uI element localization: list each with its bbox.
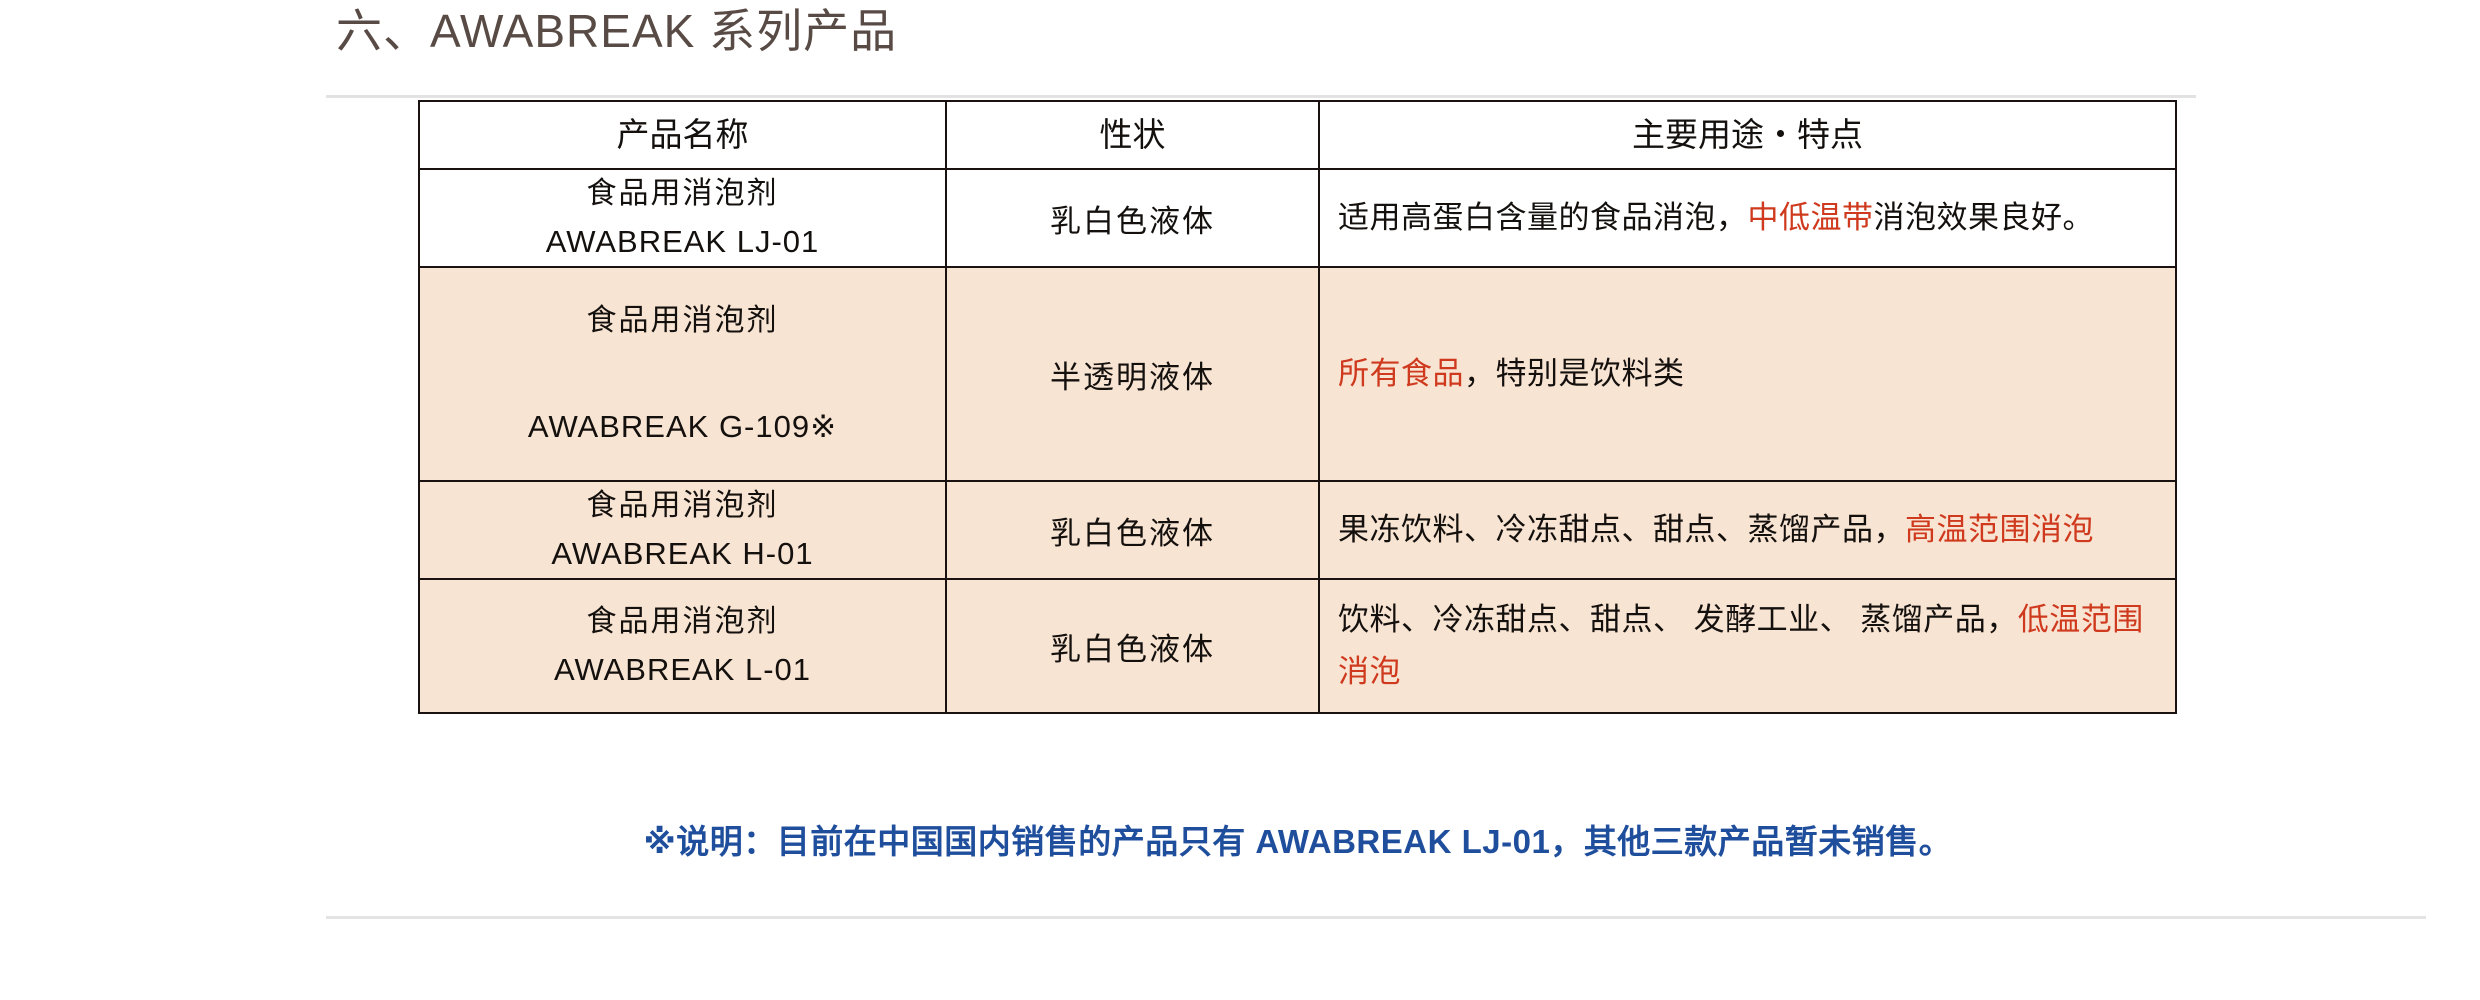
product-name-code: AWABREAK H-01: [551, 536, 814, 571]
cell-product-name: 食品用消泡剂 AWABREAK LJ-01: [418, 168, 947, 268]
table-header-row: 产品名称 性状 主要用途・特点: [418, 100, 2177, 170]
use-text-part2: 消泡效果良好。: [1873, 200, 2094, 235]
cell-use: 饮料、冷冻甜点、甜点、 发酵工业、 蒸馏产品，低温范围消泡: [1318, 578, 2177, 714]
column-header-property: 性状: [945, 100, 1320, 170]
use-text-part1: 适用高蛋白含量的食品消泡，: [1338, 200, 1748, 235]
cell-product-name: 食品用消泡剂 AWABREAK L-01: [418, 578, 947, 714]
footnote-note: ※说明：目前在中国国内销售的产品只有 AWABREAK LJ-01，其他三款产品…: [643, 823, 1953, 860]
table-row: 食品用消泡剂 AWABREAK L-01 乳白色液体 饮料、冷冻甜点、甜点、 发…: [418, 578, 2177, 714]
cell-use: 适用高蛋白含量的食品消泡，中低温带消泡效果良好。: [1318, 168, 2177, 268]
use-text-highlight: 低温范围消泡: [1338, 602, 2144, 689]
column-header-use-label: 主要用途・特点: [1632, 116, 1863, 153]
product-table: 产品名称 性状 主要用途・特点 食品用消泡剂 AWABREAK LJ-01 乳白…: [418, 100, 2177, 714]
table-header: 产品名称 性状 主要用途・特点: [418, 100, 2177, 170]
use-text-highlight: 所有食品: [1338, 356, 1464, 391]
cell-property: 乳白色液体: [945, 168, 1320, 268]
page-title: 六、AWABREAK 系列产品: [336, 5, 898, 57]
table-row: 食品用消泡剂 AWABREAK LJ-01 乳白色液体 适用高蛋白含量的食品消泡…: [418, 168, 2177, 268]
product-name-cn: 食品用消泡剂: [586, 605, 779, 638]
use-text-part2: ，特别是饮料类: [1464, 356, 1685, 391]
cell-use: 所有食品，特别是饮料类: [1318, 266, 2177, 482]
use-text-highlight: 高温范围消泡: [1905, 512, 2094, 547]
cell-property: 乳白色液体: [945, 578, 1320, 714]
product-name-cn: 食品用消泡剂: [586, 489, 779, 522]
table-row: 食品用消泡剂 AWABREAK G-109※ 半透明液体 所有食品，特别是饮料类: [418, 266, 2177, 482]
cell-property: 半透明液体: [945, 266, 1320, 482]
column-header-product-name-label: 产品名称: [616, 116, 749, 153]
cell-product-name: 食品用消泡剂 AWABREAK G-109※: [418, 266, 947, 482]
table-row: 食品用消泡剂 AWABREAK H-01 乳白色液体 果冻饮料、冷冻甜点、甜点、…: [418, 480, 2177, 580]
table-body: 食品用消泡剂 AWABREAK LJ-01 乳白色液体 适用高蛋白含量的食品消泡…: [418, 168, 2177, 714]
cell-product-name: 食品用消泡剂 AWABREAK H-01: [418, 480, 947, 580]
column-header-use: 主要用途・特点: [1318, 100, 2177, 170]
product-name-cn: 食品用消泡剂: [586, 177, 779, 210]
cell-use: 果冻饮料、冷冻甜点、甜点、蒸馏产品，高温范围消泡: [1318, 480, 2177, 580]
column-header-property-label: 性状: [1099, 116, 1166, 153]
product-name-code: AWABREAK LJ-01: [545, 224, 820, 259]
use-text-highlight: 中低温带: [1747, 200, 1874, 235]
use-text-part1: 果冻饮料、冷冻甜点、甜点、蒸馏产品，: [1338, 512, 1905, 547]
cell-property: 乳白色液体: [945, 480, 1320, 580]
divider-top: [326, 95, 2196, 98]
divider-bottom: [326, 916, 2426, 919]
column-header-product-name: 产品名称: [418, 100, 947, 170]
product-name-code: AWABREAK G-109※: [527, 409, 838, 444]
product-name-cn: 食品用消泡剂: [586, 304, 779, 337]
product-name-code: AWABREAK L-01: [553, 652, 812, 687]
use-text-part1: 饮料、冷冻甜点、甜点、 发酵工业、 蒸馏产品，: [1338, 602, 2018, 637]
